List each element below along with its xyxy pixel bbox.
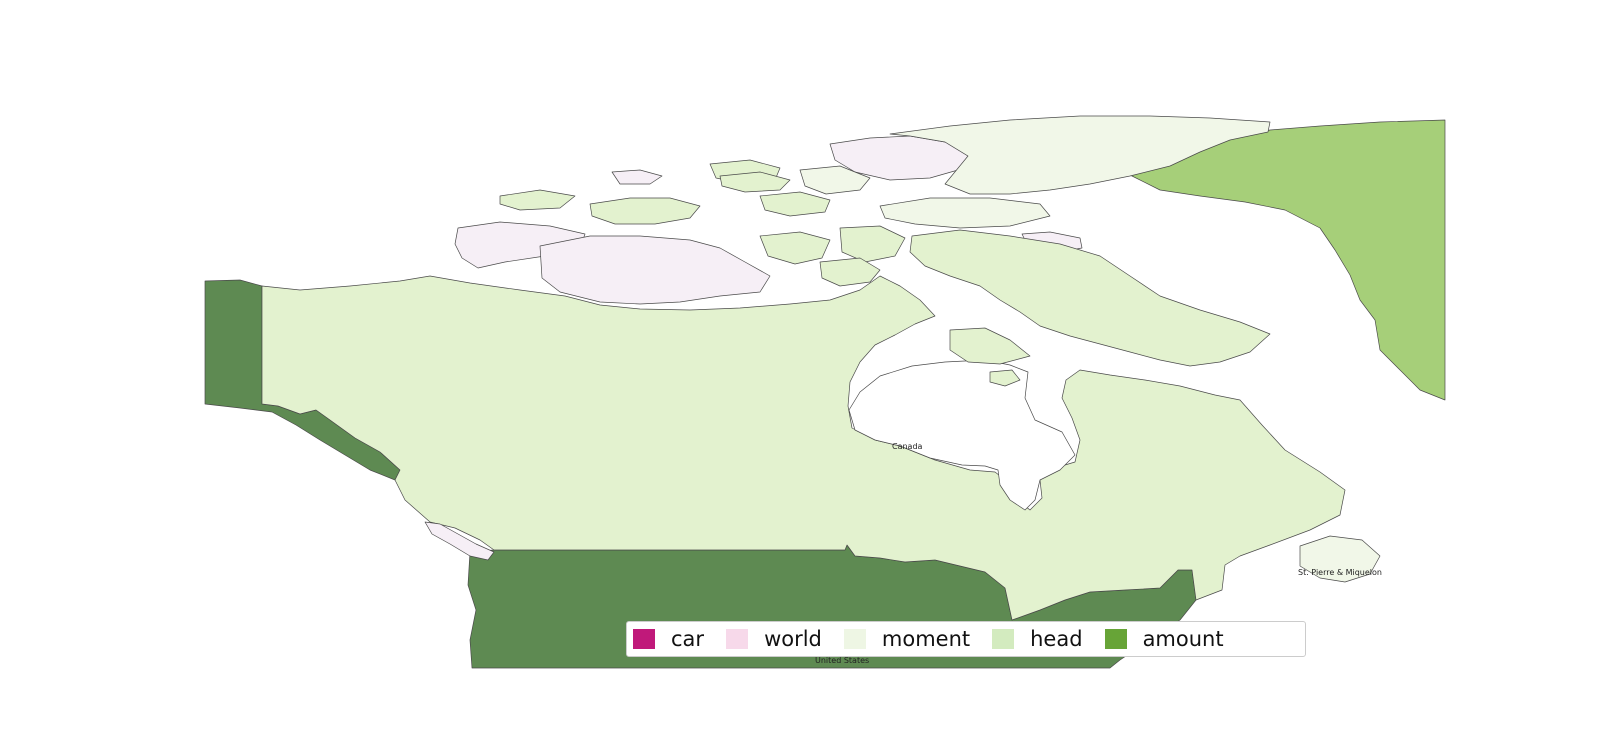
legend-label-head: head: [1030, 627, 1083, 651]
island-king-william: [819, 257, 881, 287]
island-ellesmere-east: [889, 115, 1271, 195]
island-cornwallis: [759, 191, 831, 217]
canada-mainland: [261, 275, 1346, 621]
legend-item-world: world: [726, 627, 822, 651]
legend-swatch-head: [992, 629, 1015, 649]
island-devon: [879, 197, 1051, 229]
island-southampton: [949, 327, 1031, 365]
legend-swatch-car: [633, 629, 655, 649]
island-baffin: [909, 229, 1271, 367]
legend-item-head: head: [992, 627, 1083, 651]
label-st-pierre-miquelon: St. Pierre & Miquelon: [1298, 568, 1382, 577]
legend-label-car: car: [671, 627, 705, 651]
island-ellef: [719, 171, 791, 193]
island-somerset: [839, 225, 906, 263]
island-victoria: [539, 235, 771, 305]
island-vancouver: [424, 521, 495, 561]
legend-item-car: car: [633, 627, 704, 651]
legend-label-amount: amount: [1142, 627, 1224, 651]
legend-swatch-amount: [1104, 629, 1127, 649]
legend-swatch-world: [726, 629, 749, 649]
legend-item-moment: moment: [843, 627, 971, 651]
map-legend: car world moment head amount: [626, 621, 1306, 657]
island-newfoundland: [1299, 535, 1381, 583]
legend-swatch-moment: [843, 629, 866, 649]
legend-label-world: world: [764, 627, 822, 651]
island-prince-of-wales: [759, 231, 831, 265]
legend-item-amount: amount: [1104, 627, 1224, 651]
greenland-region: [1129, 119, 1446, 401]
island-melville: [589, 197, 701, 225]
island-axel-heiberg: [799, 165, 871, 195]
legend-label-moment: moment: [881, 627, 971, 651]
island-coats: [989, 369, 1021, 387]
label-united-states: United States: [815, 656, 869, 665]
island-prince-patrick: [611, 169, 663, 185]
island-borden: [499, 189, 576, 211]
label-canada: Canada: [892, 442, 923, 451]
